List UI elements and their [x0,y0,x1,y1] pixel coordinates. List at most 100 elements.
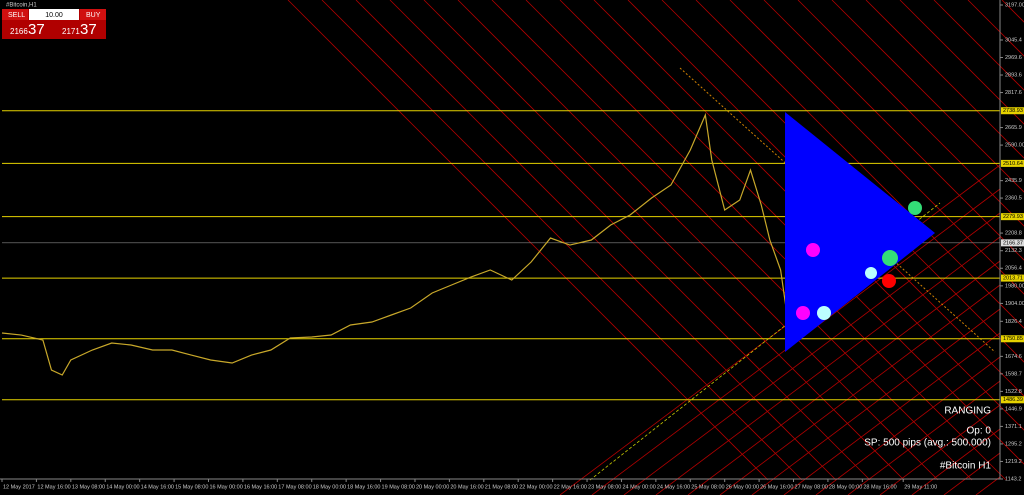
x-tick-label: 14 May 00:00 [106,484,139,490]
channel-line [751,308,1001,495]
sell-price: 2166 [10,27,28,36]
level-label: 1750.85 [1003,336,1023,342]
y-tick-label: 1295.2 [1005,441,1022,447]
x-tick-label: 20 May 00:00 [416,484,449,490]
channel-line [655,236,1001,495]
y-tick-label: 2360.5 [1005,196,1022,202]
buy-label[interactable]: BUY [86,12,101,19]
y-tick-label: 1674.6 [1005,354,1022,360]
signal-dot [796,306,810,320]
x-tick-label: 12 May 16:00 [37,484,70,490]
y-tick-label: 1219.2 [1005,459,1022,465]
y-tick-label: 1598.7 [1005,371,1022,377]
channel-line [719,284,1001,495]
level-label: 2013.71 [1003,276,1023,282]
lots[interactable]: 10.00 [45,12,63,19]
x-tick-label: 17 May 08:00 [278,484,311,490]
y-tick-label: 1826.4 [1005,319,1022,325]
y-tick-label: 1522.8 [1005,389,1022,395]
ops: Op: 0 [967,426,992,437]
y-tick-label: 1143.2 [1005,476,1021,482]
signal-dot [806,243,820,257]
level-label: 1486.39 [1003,397,1023,403]
level-label: 2279.93 [1003,214,1023,220]
buy-pips: 37 [80,21,97,38]
y-tick-label: 1904.00 [1005,301,1024,307]
x-tick-label: 24 May 00:00 [622,484,655,490]
buy-button[interactable] [80,9,106,20]
lots-input[interactable] [29,9,79,20]
y-tick-label: 2893.6 [1005,72,1022,78]
channel-line [879,404,1001,495]
channel-line [899,0,1024,125]
sell-label[interactable]: SELL [8,12,25,19]
x-tick-label: 22 May 16:00 [554,484,587,490]
level-label: 2510.64 [1003,161,1023,167]
channel-line [865,0,1024,159]
x-tick-label: 16 May 16:00 [244,484,277,490]
level-label: 2738.93 [1003,108,1023,114]
status: RANGING Op: 0 SP: 500 pips (avg.: 500.00… [864,406,991,472]
x-tick-label: 24 May 16:00 [657,484,690,490]
current-price-tag [1001,239,1024,247]
symbol: #Bitcoin H1 [940,461,992,472]
channel-line [695,0,1024,329]
level-tag [1001,107,1024,115]
state: RANGING [944,406,991,417]
current-price-label: 2166.37 [1003,240,1023,246]
channel-line [797,0,1024,227]
triangle [785,112,935,352]
x-tick-label: 19 May 08:00 [382,484,415,490]
x-tick-label: 20 May 16:00 [450,484,483,490]
spread: SP: 500 pips (avg.: 500.000) [864,438,991,449]
channel-line [975,476,1001,495]
sell-button[interactable] [2,9,28,20]
y-tick-label: 1980.00 [1005,283,1024,289]
x-tick-label: 14 May 16:00 [141,484,174,490]
channel-line [831,0,1024,193]
channel-line [687,260,1001,495]
y-tick-label: 2056.4 [1005,266,1022,272]
x-tick-label: 27 May 08:00 [795,484,828,490]
x-tick-label: 16 May 00:00 [209,484,242,490]
level-tag [1001,396,1024,404]
x-tick-label: 12 May 2017 [3,484,35,490]
channel-line [623,212,1001,495]
y-tick-label: 2435.9 [1005,178,1022,184]
channel-line [815,356,1001,495]
x-tick-label: 21 May 08:00 [485,484,518,490]
y-tick-label: 2590.00 [1005,143,1024,149]
signal-dot [882,250,898,266]
x-tick-label: 26 May 00:00 [726,484,759,490]
channel-line [911,428,1001,495]
channel-line [729,0,1024,295]
channel-line [783,332,1001,495]
x-tick-label: 18 May 00:00 [313,484,346,490]
buy-price: 2171 [62,27,80,36]
signal-dot [908,201,922,215]
y-tick-label: 2969.6 [1005,55,1022,61]
x-tick-label: 15 May 08:00 [175,484,208,490]
signal-dot [865,267,877,279]
window-title: #Bitcoin,H1 [6,3,37,9]
overlay: 2738.93 2510.64 2279.93 2013.71 1750.85 1486.… [1001,107,1024,404]
x-tick-label: 13 May 08:00 [72,484,105,490]
x-tick-label: 22 May 00:00 [519,484,552,490]
signals [796,201,922,320]
x-tick-label: 29 May 11:00 [904,484,937,490]
x-tick-label: 25 May 08:00 [691,484,724,490]
sell-pips: 37 [28,21,45,38]
channel-line [943,452,1001,495]
y-tick-label: 3197.00 [1005,2,1024,8]
y-tick-label: 2208.8 [1005,231,1022,237]
x-tick-label: 26 May 16:00 [760,484,793,490]
y-tick-label: 2132.3 [1005,248,1022,254]
y-tick-label: 2817.6 [1005,90,1022,96]
x-tick-label: 28 May 16:00 [863,484,896,490]
y-tick-label: 1371.1 [1005,424,1022,430]
y-tick-label: 3045.4 [1005,37,1022,43]
trade-panel: SELL BUY 10.00 2166 37 2171 37 [2,9,106,39]
channel-line [933,0,1024,91]
